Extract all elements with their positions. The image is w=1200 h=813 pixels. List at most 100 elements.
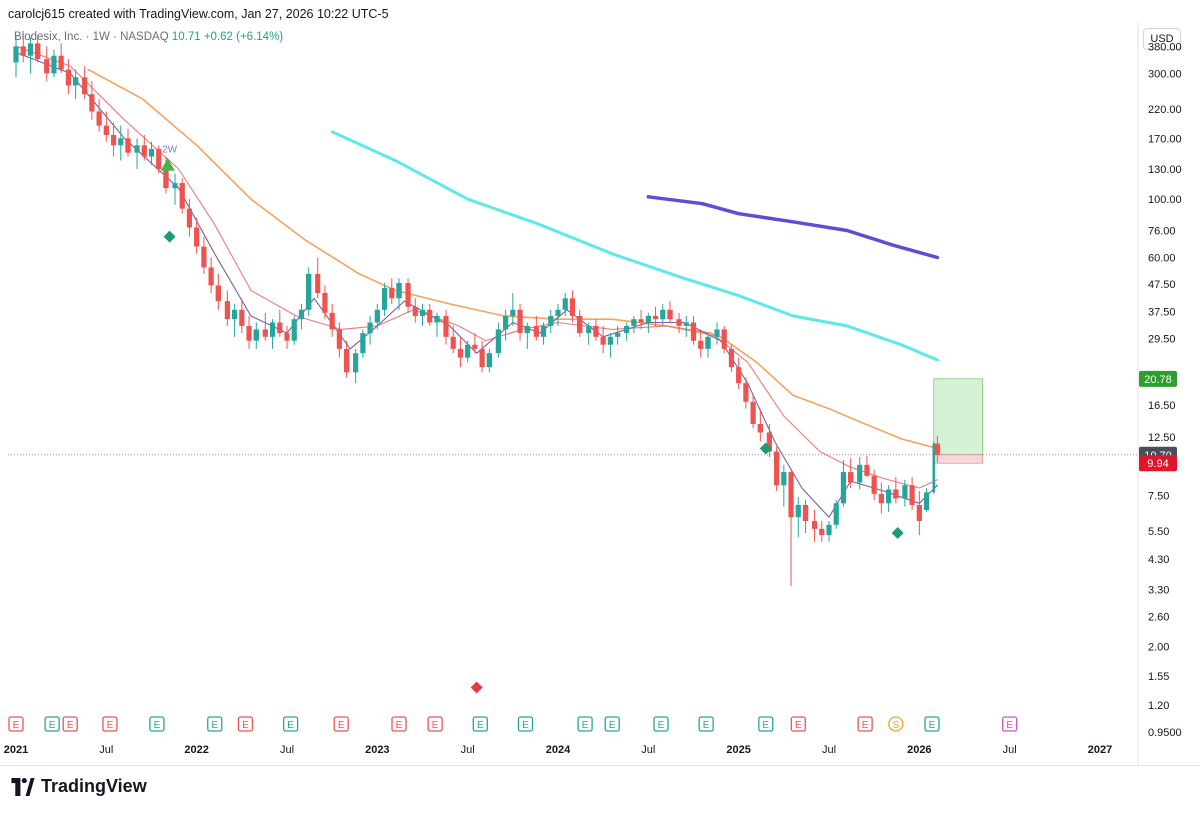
x-tick-label: 2021 xyxy=(4,744,28,756)
candle-body xyxy=(163,169,169,189)
candle-body xyxy=(405,283,411,307)
candle-body xyxy=(624,325,630,334)
currency-button[interactable]: USD xyxy=(1143,28,1181,50)
candle-body xyxy=(932,443,936,493)
candle-body xyxy=(802,504,809,521)
candle-body xyxy=(172,183,178,189)
candle-body xyxy=(698,340,704,349)
candle-body xyxy=(215,285,222,302)
candle-body xyxy=(893,489,899,499)
price-axis-label: 20.78 xyxy=(1144,374,1172,386)
earnings-event-badge xyxy=(517,716,534,732)
y-tick-label: 1.55 xyxy=(1148,671,1169,683)
candle-body xyxy=(450,336,456,349)
candle-body xyxy=(284,333,290,341)
candle-body xyxy=(13,46,19,63)
price-axis-label-bg xyxy=(1139,370,1177,387)
candle-body xyxy=(329,312,335,330)
price-axis-label-bg xyxy=(1139,455,1177,472)
price-change: +0.62 (+6.14%) xyxy=(203,31,284,43)
y-tick-label: 5.50 xyxy=(1148,526,1169,538)
timeframe-annotation: 2W xyxy=(162,145,178,156)
candle-body xyxy=(434,315,440,323)
candle-body xyxy=(315,273,321,293)
chart-credit: carolcj615 created with TradingView.com,… xyxy=(8,7,389,21)
candle-body xyxy=(82,77,88,95)
candle-body xyxy=(291,319,297,341)
candle-body xyxy=(277,322,283,334)
last-price: 10.71 xyxy=(171,31,201,43)
candle-body xyxy=(660,309,666,320)
candle-body xyxy=(110,135,117,146)
candle-body xyxy=(721,329,727,349)
candle-body xyxy=(353,353,359,373)
tradingview-logo: TradingView xyxy=(10,776,147,797)
candle-body xyxy=(156,148,162,170)
candle-body xyxy=(96,111,102,126)
candle-body xyxy=(811,520,818,529)
candle-body xyxy=(517,309,523,334)
candle-body xyxy=(533,325,539,337)
candle-body xyxy=(923,492,930,511)
candle-body xyxy=(253,329,259,341)
candle-body xyxy=(89,94,95,112)
candle-body xyxy=(826,524,832,536)
y-tick-label: 0.9500 xyxy=(1148,727,1182,739)
x-tick-label: Jul xyxy=(822,744,836,756)
candle-body xyxy=(934,443,941,455)
candle-body xyxy=(239,309,245,326)
event-badge-label: S xyxy=(893,720,900,731)
candle-body xyxy=(690,322,697,341)
event-badge-label: E xyxy=(762,720,769,731)
candle-body xyxy=(20,46,26,56)
earnings-event-badge xyxy=(1002,716,1018,732)
x-tick-label: 2022 xyxy=(184,744,208,756)
x-tick-label: 2025 xyxy=(726,744,750,756)
y-tick-label: 380.00 xyxy=(1148,41,1182,53)
ema-mid-line xyxy=(15,45,938,489)
candle-body xyxy=(916,504,922,521)
candle-body xyxy=(34,43,41,60)
event-badge-label: E xyxy=(609,720,616,731)
candle-body xyxy=(562,298,568,310)
event-badge-label: E xyxy=(154,720,161,731)
candle-body xyxy=(871,475,877,494)
candle-body xyxy=(269,322,276,337)
target-zone xyxy=(933,378,983,456)
candle-body xyxy=(232,309,238,320)
split-event-badge xyxy=(888,716,904,732)
candle-body xyxy=(65,69,71,86)
earnings-event-badge xyxy=(237,716,254,732)
candle-body xyxy=(569,298,576,316)
candle-body xyxy=(586,325,592,334)
signal-diamond xyxy=(470,681,483,694)
candle-body xyxy=(72,77,79,86)
signal-up-triangle xyxy=(160,157,175,171)
price-chart[interactable]: 380.00 300.00 220.00 170.00 130.00 100.00 76.0… xyxy=(0,0,1200,765)
earnings-event-badge xyxy=(282,716,299,732)
event-badge-label: E xyxy=(929,720,936,731)
candle-body xyxy=(322,292,328,313)
x-tick-label: 2023 xyxy=(365,744,389,756)
candle-body xyxy=(548,315,554,326)
event-badge-label: E xyxy=(862,720,869,731)
candle-body xyxy=(510,309,516,316)
candle-body xyxy=(728,348,735,368)
y-tick-label: 2.60 xyxy=(1148,612,1169,624)
candle-body xyxy=(262,329,268,337)
earnings-event-badge xyxy=(333,716,349,732)
candle-body xyxy=(607,336,613,345)
candle-body xyxy=(179,183,185,209)
ema-short-line xyxy=(15,51,938,518)
x-tick-label: Jul xyxy=(461,744,475,756)
event-badge-label: E xyxy=(1006,720,1013,731)
candle-body xyxy=(336,329,342,349)
candle-body xyxy=(118,138,124,146)
event-badge-label: E xyxy=(211,720,218,731)
candle-body xyxy=(246,325,252,341)
candle-body xyxy=(503,315,509,330)
earnings-event-badge xyxy=(758,716,774,732)
candle-body xyxy=(667,309,673,320)
y-tick-label: 3.30 xyxy=(1148,584,1169,596)
y-tick-label: 16.50 xyxy=(1148,400,1176,412)
